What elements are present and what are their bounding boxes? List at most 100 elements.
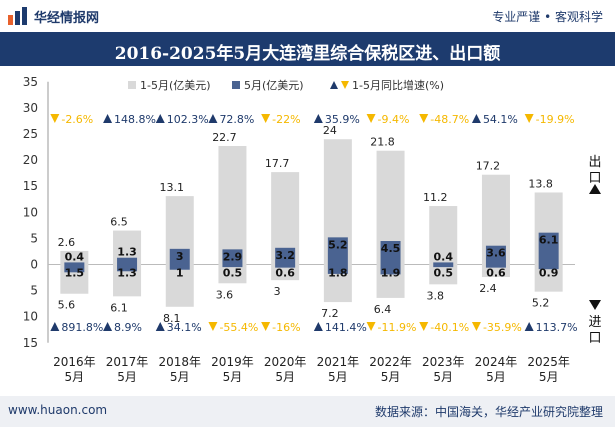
bar-export-monthly [327,237,348,265]
chart-title: 2016-2025年5月大连湾里综合保税区进、出口额 [114,44,501,64]
x-tick-label-month: 5月 [486,370,506,384]
growth-export-label: 148.8% [114,113,156,126]
growth-export-label: -19.9% [536,113,575,126]
title-bar [0,32,615,66]
export-arrow-up-icon [589,184,601,194]
growth-export-label: 35.9% [325,113,360,126]
growth-export-down-triangle [366,114,376,123]
legend-label-cumulative: 1-5月(亿美元) [140,79,211,92]
label-export-cumulative: 22.7 [212,131,237,144]
bar-import-cumulative [165,264,194,307]
y-tick-label: 5 [30,231,38,245]
growth-export-label: 54.1% [483,113,518,126]
bar-export-cumulative [429,206,458,265]
bar-export-cumulative [60,250,89,265]
bar-import-cumulative [271,264,300,281]
bar-export-cumulative [218,146,247,265]
label-export-monthly: 0.4 [65,250,85,263]
label-import-cumulative: 5.6 [58,299,76,312]
growth-export-label: 102.3% [167,113,209,126]
bar-export-monthly [169,248,190,265]
side-label-import-char1: 进 [588,315,601,330]
growth-import-label: -40.1% [430,321,469,334]
label-export-cumulative: 24 [323,124,337,137]
label-export-cumulative: 11.2 [423,191,448,204]
label-export-monthly: 2.9 [223,250,243,263]
growth-export-up-triangle [155,114,165,123]
growth-import-down-triangle [471,322,481,331]
bar-import-monthly [433,264,454,268]
y-tick-label: 30 [23,101,38,115]
label-import-cumulative: 7.2 [321,307,339,320]
growth-import-down-triangle [261,322,271,331]
label-export-cumulative: 2.6 [58,236,76,249]
y-tick-label: 25 [23,127,38,141]
y-tick-label: 5 [30,284,38,298]
growth-export-label: -2.6% [61,113,93,126]
brand-logo-icon [8,7,27,25]
growth-import-label: -35.9% [483,321,522,334]
label-export-monthly: 4.5 [381,242,401,255]
x-tick-label-month: 5月 [223,370,243,384]
label-import-cumulative: 6.1 [110,301,128,314]
bar-import-cumulative [481,264,510,278]
label-import-monthly: 1.3 [117,267,137,280]
x-tick-label-year: 2017年 [106,355,149,369]
label-export-monthly: 3.6 [486,247,506,260]
bar-export-monthly [117,257,138,265]
data-source: 数据来源：中国海关，华经产业研究院整理 [374,405,603,419]
x-tick-label-month: 5月 [275,370,295,384]
growth-export-up-triangle [103,114,113,123]
label-import-cumulative: 5.2 [532,297,550,310]
footer-bar [0,396,615,427]
label-export-monthly: 6.1 [539,234,559,247]
bar-import-monthly [117,264,138,272]
y-tick-label: 0 [30,258,38,272]
website-link[interactable]: www.huaon.com [8,403,108,417]
legend-swatch-cumulative [128,81,136,89]
bar-import-monthly [327,264,348,274]
chart: 1-5月(亿美元) 5月(亿美元) 1-5月同比增速(%)3530252015105… [23,75,602,384]
label-export-cumulative: 13.1 [160,181,185,194]
growth-export-down-triangle [261,114,271,123]
label-export-monthly: 0.4 [434,250,454,263]
label-export-cumulative: 21.8 [370,136,395,149]
x-tick-label-month: 5月 [539,370,559,384]
growth-import-down-triangle [208,322,218,331]
label-import-cumulative: 3.8 [427,289,445,302]
brand-name: 华经情报网 [34,11,100,26]
label-export-cumulative: 17.7 [265,157,290,170]
x-tick-label-year: 2021年 [317,355,360,369]
bar-import-monthly [169,264,190,270]
bar-export-monthly [64,262,85,265]
legend-up-triangle [330,81,338,89]
x-tick-label-year: 2023年 [422,355,465,369]
growth-export-up-triangle [471,114,481,123]
growth-import-label: 891.8% [61,321,103,334]
bar-export-monthly [380,241,401,265]
y-tick-label: 15 [23,336,38,350]
bar-import-monthly [275,264,296,268]
bar-import-monthly [64,264,85,273]
label-import-monthly: 0.9 [539,267,559,280]
y-tick-label: 35 [23,75,38,89]
growth-export-label: 72.8% [219,113,254,126]
label-import-cumulative: 2.4 [479,282,497,295]
growth-export-label: -22% [272,113,300,126]
legend-down-triangle [341,81,349,89]
label-export-cumulative: 13.8 [528,177,553,190]
growth-import-down-triangle [366,322,376,331]
growth-import-label: -55.4% [219,321,258,334]
label-import-monthly: 1 [176,267,184,280]
y-tick-label: 10 [23,205,38,219]
x-tick-label-year: 2025年 [527,355,570,369]
side-label-export-char1: 出 [588,155,601,170]
x-tick-label-month: 5月 [328,370,348,384]
bar-export-monthly [222,249,243,265]
y-tick-label: 20 [23,153,38,167]
header-bar: 华经情报网 专业严谨 • 客观科学 [0,0,615,32]
x-tick-label-year: 2022年 [369,355,412,369]
growth-import-up-triangle [155,322,165,331]
label-export-monthly: 1.3 [117,246,137,259]
bar-import-cumulative [429,264,458,285]
